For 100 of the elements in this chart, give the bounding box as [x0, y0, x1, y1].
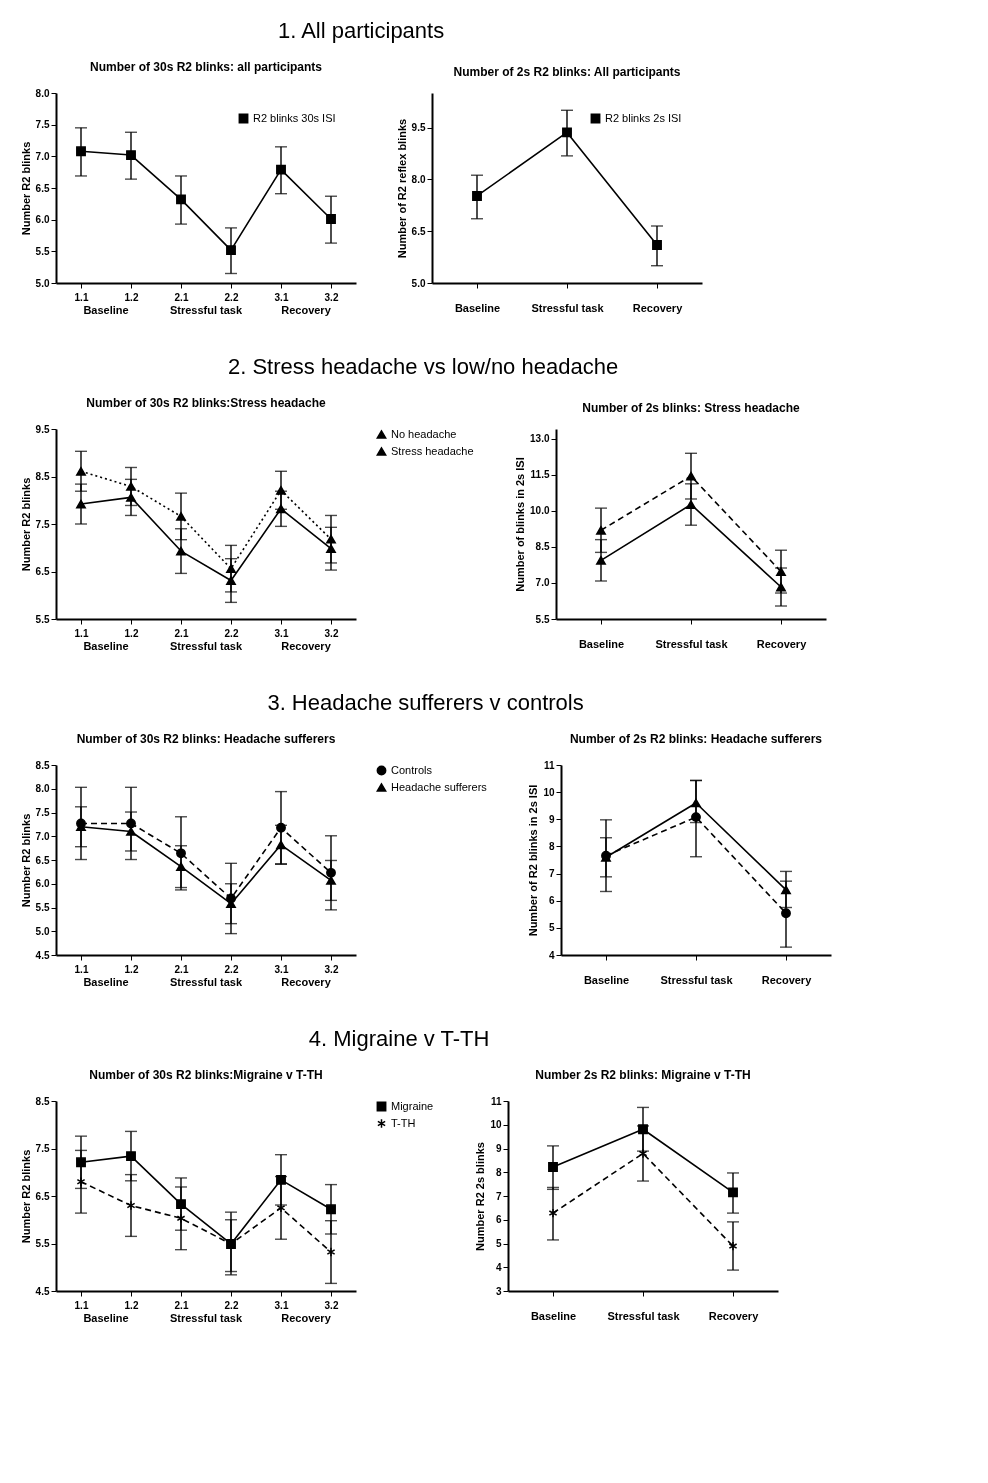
- chart-title: Number of 30s R2 blinks:Migraine v T-TH: [89, 1068, 323, 1082]
- x-tick-label: 3.1: [274, 963, 289, 975]
- x-tick-label: 1.1: [74, 963, 89, 975]
- y-axis-title: Number R2 2s blinks: [474, 1142, 487, 1251]
- x-tick-label: 3.2: [324, 963, 339, 975]
- legend-label: Controls: [391, 763, 433, 776]
- y-tick-label: 6: [495, 1214, 502, 1226]
- legend-label: R2 blinks 2s ISI: [605, 111, 682, 124]
- x-tick-label: 3.2: [324, 627, 339, 639]
- y-tick-label: 7.0: [35, 830, 50, 842]
- legend-label: Stress headache: [391, 444, 474, 457]
- y-axis-title: Number of R2 reflex blinks: [395, 118, 408, 259]
- y-tick-label: 10.0: [530, 505, 550, 517]
- y-tick-label: 4: [548, 949, 555, 961]
- x-tick-label: Stressful task: [607, 1309, 681, 1322]
- y-tick-label: 8.5: [35, 1095, 50, 1107]
- y-tick-label: 6: [548, 895, 555, 907]
- y-tick-label: 7.5: [35, 807, 50, 818]
- y-axis-title: Number R2 blinks: [19, 1149, 32, 1244]
- chart-title: Number 2s R2 blinks: Migraine v T-TH: [535, 1068, 751, 1082]
- y-tick-label: 11.5: [530, 469, 550, 481]
- y-tick-label: 8.5: [535, 541, 550, 553]
- y-tick-label: 9.5: [411, 122, 426, 134]
- x-tick-label: Stressful task: [655, 637, 729, 650]
- y-tick-label: 4.5: [35, 1285, 50, 1297]
- y-tick-label: 3: [495, 1285, 502, 1297]
- chart-title: Number of 30s R2 blinks: Headache sufferers: [76, 732, 336, 746]
- y-tick-label: 4: [495, 1261, 502, 1273]
- y-tick-label: 4.5: [35, 949, 50, 961]
- y-axis-title: Number R2 blinks: [19, 813, 32, 908]
- y-tick-label: 7.5: [35, 1143, 50, 1154]
- y-tick-label: 5.0: [35, 277, 50, 289]
- x-tick-label: 2.1: [174, 627, 189, 639]
- x-tick-label: 2.2: [224, 291, 239, 303]
- x-tick-label: Baseline: [530, 1309, 577, 1322]
- x-tick-label: 2.1: [174, 963, 189, 975]
- y-tick-label: 10: [490, 1119, 502, 1131]
- text: 2. Stress headache vs low/no headache: [227, 354, 619, 379]
- y-tick-label: 6.5: [411, 225, 426, 237]
- y-tick-label: 8.5: [35, 759, 50, 771]
- y-tick-label: 8.0: [35, 87, 50, 99]
- y-tick-label: 5: [548, 922, 555, 934]
- x-tick-label: Recovery: [761, 973, 813, 986]
- x-tick-label: 1.2: [124, 627, 139, 639]
- chart-title: Number of 30s R2 blinks:Stress headache: [86, 396, 327, 410]
- legend-label: No headache: [391, 427, 457, 440]
- x-tick-label: 3.2: [324, 291, 339, 303]
- y-tick-label: 7: [548, 868, 555, 880]
- y-tick-label: 8.0: [35, 783, 50, 795]
- y-tick-label: 6.5: [35, 1190, 50, 1202]
- x-tick-label: 3.1: [274, 291, 289, 303]
- y-tick-label: 8: [548, 840, 555, 852]
- y-tick-label: 8: [495, 1166, 502, 1178]
- legend-label: T-TH: [391, 1116, 416, 1129]
- text: 1. All participants: [277, 18, 445, 43]
- y-tick-label: 5: [495, 1238, 502, 1249]
- y-axis-title: Number R2 blinks: [19, 141, 32, 236]
- legend-label: R2 blinks 30s ISI: [253, 111, 336, 124]
- chart-title: Number of 2s R2 blinks: All participants: [453, 65, 681, 79]
- chart-title: Number of 2s blinks: Stress headache: [582, 401, 801, 415]
- y-tick-label: 11: [490, 1095, 502, 1107]
- y-tick-label: 9.5: [35, 423, 50, 435]
- x-tick-label: 2.2: [224, 627, 239, 639]
- y-tick-label: 5.5: [35, 245, 50, 257]
- x-tick-label: 2.2: [224, 1299, 239, 1311]
- y-tick-label: 7.0: [535, 577, 550, 589]
- y-tick-label: 6.5: [35, 854, 50, 866]
- x-tick-label: 2.2: [224, 963, 239, 975]
- x-tick-label: 1.1: [74, 1299, 89, 1311]
- legend-label: Migraine: [391, 1099, 434, 1112]
- x-tick-label: 3.1: [274, 1299, 289, 1311]
- legend-label: Headache sufferers: [391, 780, 488, 793]
- y-tick-label: 6.5: [35, 566, 50, 577]
- y-tick-label: 5.5: [35, 902, 50, 913]
- y-axis-title: Number R2 blinks: [19, 477, 32, 572]
- y-tick-label: 9: [548, 813, 555, 825]
- y-tick-label: 5.0: [35, 925, 50, 937]
- y-tick-label: 7.5: [35, 518, 50, 530]
- text: 4. Migraine v T-TH: [308, 1026, 490, 1051]
- y-tick-label: 9: [495, 1143, 502, 1154]
- x-tick-label: Recovery: [632, 301, 684, 314]
- chart-title: Number of 2s R2 blinks: Headache sufferers: [569, 732, 823, 746]
- x-tick-label: 1.2: [124, 1299, 139, 1311]
- x-tick-label: Baseline: [454, 301, 501, 314]
- x-tick-label: Recovery: [708, 1309, 760, 1322]
- x-tick-label: Stressful task: [660, 973, 734, 986]
- x-tick-label: 1.2: [124, 291, 139, 303]
- y-tick-label: 5.0: [411, 277, 426, 289]
- text: 3. Headache sufferers v controls: [267, 690, 584, 715]
- chart-title: Number of 30s R2 blinks: all participants: [89, 60, 323, 74]
- y-tick-label: 6.0: [35, 878, 50, 890]
- y-tick-label: 7.5: [35, 119, 50, 131]
- y-axis-title: Number of blinks in 2s ISI: [514, 457, 527, 592]
- y-tick-label: 8.0: [411, 173, 426, 185]
- y-tick-label: 6.0: [35, 214, 50, 226]
- x-tick-label: 3.2: [324, 1299, 339, 1311]
- x-tick-label: Recovery: [756, 637, 808, 650]
- y-tick-label: 7: [495, 1190, 502, 1202]
- y-tick-label: 5.5: [35, 613, 50, 625]
- x-tick-label: Baseline: [583, 973, 630, 986]
